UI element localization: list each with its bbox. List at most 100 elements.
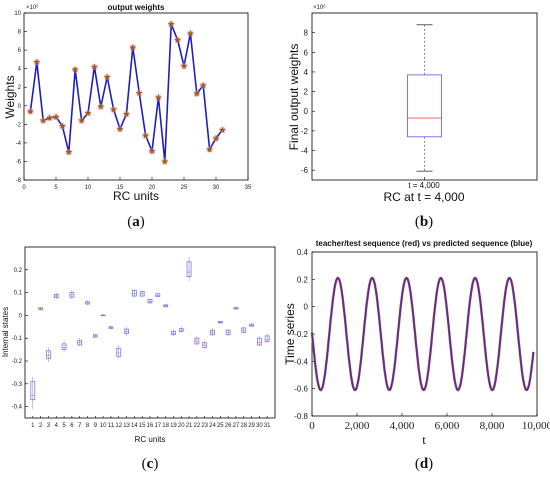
panel-a-xlabel: RC units	[113, 189, 159, 203]
panel-c-box	[194, 337, 200, 345]
panel-c-xtick-label: 5	[62, 423, 66, 429]
panel-a-point: ★	[78, 117, 86, 127]
panel-a-point: ★	[135, 89, 143, 99]
panel-c-xtick-label: 19	[170, 423, 177, 429]
panel-a-point-halo	[142, 132, 149, 139]
panel-a-point-halo	[174, 36, 181, 44]
panel-c-box	[61, 343, 67, 350]
panel-c-xtick-label: 15	[139, 423, 146, 429]
caption-a: (a)	[127, 214, 145, 230]
panel-b-ytick-label: 8	[304, 29, 309, 38]
panel-c-xtick-label: 30	[256, 423, 263, 429]
panel-c-xtick-label: 29	[248, 423, 255, 429]
panel-a-point: ★	[52, 113, 60, 123]
panel-a-point-halo	[52, 113, 60, 121]
panel-a-xtick-label: 10	[85, 185, 92, 191]
panel-c-xtick-label: 31	[264, 423, 271, 429]
panel-c-box	[116, 348, 122, 357]
panel-d: teacher/test sequence (red) vs predicted…	[283, 239, 550, 447]
panel-c-xtick-label: 12	[115, 423, 122, 429]
panel-a-point: ★	[110, 105, 118, 115]
panel-a-point-halo	[110, 106, 117, 113]
panel-c-xtick-label: 6	[70, 423, 74, 429]
panel-d-ytick-label: 0.4	[297, 248, 309, 257]
panel-a-point-halo	[148, 148, 156, 155]
panel-c-box	[46, 350, 51, 360]
panel-c-ytick-label: 0	[19, 313, 23, 319]
panel-a-point: ★	[46, 114, 54, 124]
panel-a-point: ★	[97, 103, 105, 113]
panel-c-ytick-label: -0.4	[12, 405, 23, 411]
panel-a-point-halo	[72, 66, 79, 73]
caption-c: (c)	[142, 456, 159, 472]
panel-a-plot: ★★★★★★★★★★★★★★★★★★★★★★★★★★★★★★★	[26, 20, 226, 167]
panel-c-xtick-label: 18	[162, 423, 169, 429]
panel-a-point: ★	[180, 62, 188, 72]
panel-a-xtick-label: 25	[181, 185, 188, 191]
panel-c-box	[132, 289, 137, 297]
panel-d-xtick-label: 0	[309, 420, 315, 432]
panel-a-ytick-label: -6	[16, 159, 22, 165]
panel-a-point-halo	[168, 20, 175, 28]
panel-b-ytick-label: 2	[304, 88, 309, 97]
panel-c-ytick-label: -0.2	[12, 359, 23, 365]
panel-a-point: ★	[199, 81, 207, 91]
panel-a-xtick-label: 0	[22, 185, 26, 191]
panel-a: output weights ×10⁶ 0 5 10 15 20 25 30 35-8-6-4…	[3, 3, 252, 203]
panel-a-point: ★	[206, 145, 214, 155]
panel-a-point: ★	[33, 58, 41, 68]
panel-a-point: ★	[103, 73, 111, 83]
caption-d: (d)	[415, 456, 433, 472]
panel-a-point: ★	[129, 43, 137, 53]
panel-a-ytick-label: 10	[14, 11, 21, 17]
panel-c-xtick-label: 4	[55, 423, 59, 429]
panel-c-xtick-label: 9	[94, 423, 98, 429]
panel-c-xtick-label: 22	[194, 423, 201, 429]
panel-c-ytick-label: 0.1	[14, 291, 23, 297]
panel-a-point: ★	[218, 126, 226, 136]
panel-a-point-halo	[78, 117, 85, 124]
panel-b-ytick-label: -4	[301, 147, 309, 156]
panel-a-ytick-label: 4	[18, 67, 22, 73]
panel-c-xtick-label: 17	[154, 423, 161, 429]
panel-a-point-halo	[123, 110, 130, 118]
panel-a-ticks: 0 5 10 15 20 25 30 35 -8 -6 -4 -2 0 2 4 6 8 10	[14, 11, 252, 191]
panel-a-point-halo	[46, 114, 53, 122]
panel-a-xtick-label: 20	[149, 185, 156, 191]
panel-c-ytick-label: 0.2	[14, 268, 23, 274]
panel-b-ytick-label: 0	[304, 107, 309, 116]
panel-a-ytick-label: -4	[16, 141, 22, 147]
panel-a-ytick-label: 6	[18, 48, 22, 54]
panel-c-xtick-label: 11	[108, 423, 115, 429]
panel-c-xtick-label: 26	[225, 423, 232, 429]
panel-c-ticks: -0.4-0.3-0.2-0.100.10.21 2 3 4 5 6 7 8 9 10 11 12 13…	[12, 268, 272, 429]
panel-a-point: ★	[174, 36, 182, 46]
panel-c-plot	[30, 257, 270, 409]
panel-b-xlabel: RC at t = 4,000	[383, 190, 464, 204]
panel-c-xtick-label: 13	[123, 423, 130, 429]
panel-c-xlabel: RC units	[135, 435, 166, 444]
panel-a-point-halo	[136, 89, 143, 96]
panel-a-point-halo	[180, 62, 188, 70]
panel-c-xtick-label: 23	[201, 423, 208, 429]
panel-a-point-halo	[40, 117, 47, 124]
panel-c-xtick-label: 25	[217, 423, 224, 429]
panel-a-point: ★	[71, 66, 79, 76]
panel-b-ytick-label: -6	[301, 166, 309, 175]
panel-c-xtick-label: 1	[31, 423, 35, 429]
panel-a-point-halo	[206, 146, 213, 153]
panel-a-xtick-label: 5	[54, 185, 58, 191]
panel-a-point-halo	[116, 125, 124, 133]
panel-c-xtick-label: 24	[209, 423, 216, 429]
panel-b: ×10⁶ -6 -4 -2 0 2 4 6 8 t = 4,000 RC at t = 4,0…	[287, 4, 538, 204]
panel-a-title: output weights	[108, 3, 165, 12]
panel-d-ytick-label: -0.2	[294, 330, 308, 339]
panel-d-ticks: 0 2,000 4,000 6,000 8,000 10,000 -0.8 -0.6 -0.4 -…	[294, 248, 550, 432]
panel-d-ytick-label: -0.6	[294, 385, 308, 394]
panel-d-plot	[310, 276, 535, 392]
panel-a-point: ★	[154, 93, 162, 103]
panel-d-ytick-label: 0	[304, 303, 309, 312]
panel-a-point: ★	[142, 131, 150, 141]
panel-d-xlabel: t	[422, 432, 426, 447]
